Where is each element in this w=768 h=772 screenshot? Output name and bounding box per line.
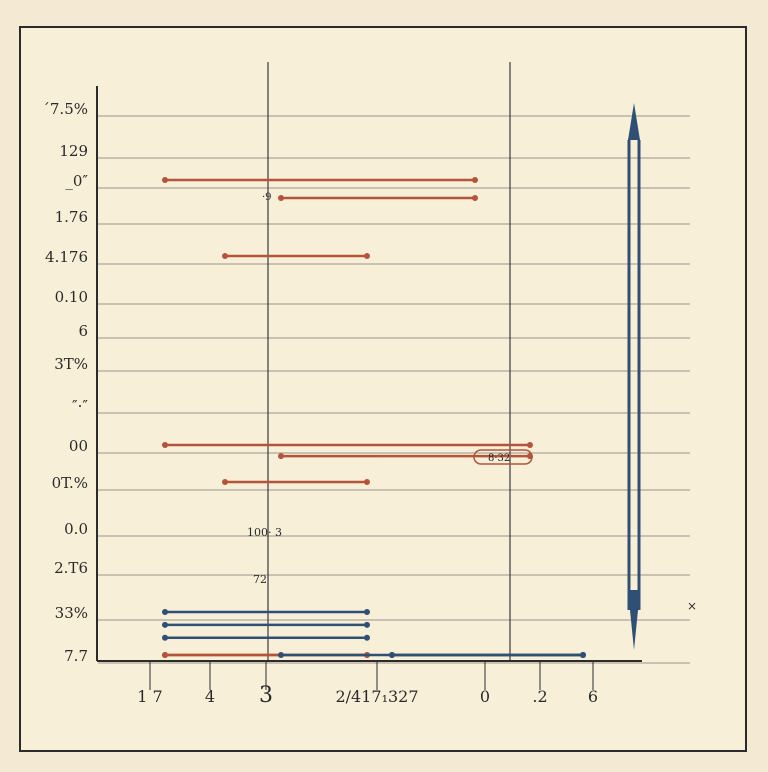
segment-start-point bbox=[278, 195, 284, 201]
y-tick-labels: ´7.5% 129 _0″ 1.76 4.176 0.10 6 3T% ″·″ 00 0T.% 0.0… bbox=[42, 100, 88, 665]
y-tick-label: ´7.5% bbox=[42, 100, 88, 118]
segment-start-point bbox=[222, 479, 228, 485]
segment-start-point bbox=[222, 253, 228, 259]
y-tick-label: 1.76 bbox=[55, 208, 88, 226]
segment-end-point bbox=[527, 442, 533, 448]
y-tick-label: 3T% bbox=[54, 355, 88, 373]
segment-start-point bbox=[162, 634, 168, 641]
segment-start-point bbox=[389, 652, 395, 658]
annotation-4: 72 bbox=[253, 573, 267, 586]
x-tick-label: 6 bbox=[588, 687, 598, 706]
grid-lines bbox=[98, 115, 690, 664]
y-tick-label: _0″ bbox=[65, 172, 88, 190]
annotation-5: × bbox=[687, 599, 697, 613]
segment-start-point bbox=[162, 609, 168, 615]
segment-end-point bbox=[364, 634, 370, 641]
segment-start-point bbox=[278, 652, 284, 658]
x-tick-label: 0 bbox=[480, 687, 490, 706]
y-tick-label: ″·″ bbox=[72, 397, 88, 415]
y-tick-label: 33% bbox=[55, 604, 88, 622]
segment-end-point bbox=[364, 609, 370, 615]
annotation-2: 8·32 bbox=[488, 453, 510, 464]
segment-start-point bbox=[162, 621, 168, 628]
y-tick-label: 6 bbox=[78, 322, 88, 340]
arrow-tail bbox=[628, 590, 640, 650]
y-tick-label: 7.7 bbox=[64, 647, 88, 665]
y-tick-label: 129 bbox=[59, 142, 88, 160]
annotation-box bbox=[473, 449, 533, 465]
y-tick-label: 00 bbox=[69, 437, 88, 455]
segment-end-point bbox=[580, 652, 586, 658]
segment-end-point bbox=[364, 253, 370, 259]
y-tick-label: 0.0 bbox=[64, 520, 88, 538]
segment-start-point bbox=[278, 453, 284, 460]
annotation-3: 100· 3 bbox=[247, 526, 282, 539]
series-segments bbox=[162, 177, 586, 658]
segment-start-point bbox=[162, 177, 168, 183]
outer-frame bbox=[19, 26, 747, 752]
segment-start-point bbox=[162, 652, 168, 658]
x-tick-label: 1 7 bbox=[137, 687, 162, 706]
segment-end-point bbox=[364, 479, 370, 485]
y-tick-label: 0.10 bbox=[55, 288, 88, 306]
x-tick-label: 2/417₁327 bbox=[335, 687, 418, 706]
arrow-head bbox=[628, 103, 640, 140]
segment-end-point bbox=[472, 177, 478, 183]
segment-end-point bbox=[472, 195, 478, 201]
y-tick-label: 0T.% bbox=[52, 474, 88, 492]
x-tick-labels: 1 7 4 3 2/417₁327 0 .2 6 bbox=[137, 661, 598, 708]
arrow-marker bbox=[627, 103, 641, 650]
vertical-reference-lines bbox=[267, 62, 511, 661]
x-tick-label: .2 bbox=[532, 687, 547, 706]
x-tick-label: 4 bbox=[205, 687, 215, 706]
x-tick-label: 3 bbox=[259, 683, 273, 708]
segment-start-point bbox=[162, 442, 168, 448]
annotation-1: ·9 bbox=[262, 192, 272, 203]
y-tick-label: 4.176 bbox=[45, 248, 88, 266]
y-tick-label: 2.T6 bbox=[54, 559, 88, 577]
segment-end-point bbox=[364, 621, 370, 628]
